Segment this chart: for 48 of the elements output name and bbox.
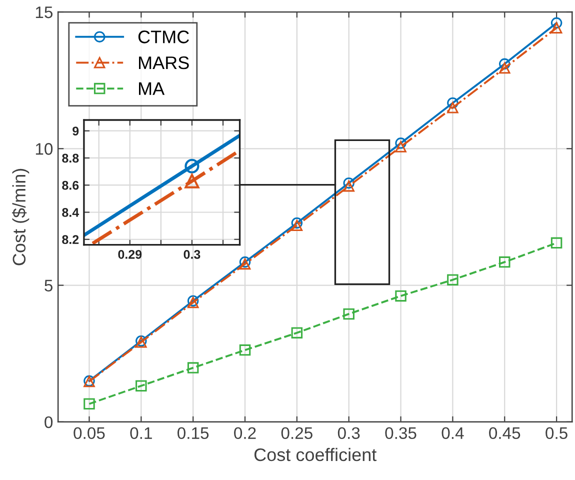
point bbox=[395, 141, 406, 152]
x-tick-label: 0.1 bbox=[130, 427, 152, 440]
point bbox=[395, 290, 406, 302]
y-tick-label: 15 bbox=[36, 6, 53, 18]
point bbox=[187, 362, 199, 374]
y-tick-label: 0 bbox=[44, 416, 53, 428]
y-tick-label: 8.2 bbox=[62, 235, 79, 244]
y-tick-label: 8.4 bbox=[62, 208, 80, 217]
x-tick-label: 0.3 bbox=[338, 427, 360, 440]
point bbox=[343, 308, 354, 320]
point bbox=[395, 138, 406, 149]
y-axis-title: Cost ($/min) bbox=[12, 168, 30, 266]
y-tick-label: 10 bbox=[36, 143, 53, 155]
x-axis-title: Cost coefficient bbox=[254, 448, 377, 462]
x-tick-label: 0.4 bbox=[442, 427, 464, 440]
point bbox=[447, 97, 458, 109]
point bbox=[84, 398, 95, 410]
x-tick-label: 0.3 bbox=[184, 250, 200, 259]
legend-label: MARS bbox=[139, 56, 189, 70]
point bbox=[447, 274, 458, 286]
x-tick-label: 0.05 bbox=[74, 427, 105, 440]
legend-label: MA bbox=[139, 82, 165, 95]
y-tick-label: 5 bbox=[44, 280, 53, 292]
point bbox=[291, 217, 303, 229]
x-tick-label: 0.25 bbox=[281, 427, 312, 440]
y-tick-label: 9 bbox=[72, 126, 79, 136]
point bbox=[550, 22, 562, 34]
point bbox=[343, 180, 354, 192]
x-tick-label: 0.5 bbox=[546, 427, 568, 440]
point bbox=[136, 380, 147, 392]
point bbox=[550, 237, 562, 249]
y-tick-label: 8.8 bbox=[62, 154, 79, 163]
point bbox=[499, 62, 510, 74]
point bbox=[550, 17, 562, 29]
legend-label: CTMC bbox=[138, 30, 189, 44]
x-tick-label: 0.15 bbox=[178, 427, 209, 440]
x-tick-label: 0.29 bbox=[118, 250, 142, 259]
x-tick-label: 0.2 bbox=[234, 427, 256, 440]
point bbox=[447, 102, 458, 114]
point bbox=[239, 344, 251, 356]
point bbox=[343, 177, 354, 189]
y-tick-label: 8.6 bbox=[62, 180, 79, 190]
point bbox=[499, 256, 510, 268]
point bbox=[291, 220, 303, 232]
x-tick-label: 0.45 bbox=[489, 427, 520, 440]
x-tick-label: 0.35 bbox=[385, 427, 416, 440]
point bbox=[499, 58, 510, 70]
point bbox=[291, 327, 303, 338]
